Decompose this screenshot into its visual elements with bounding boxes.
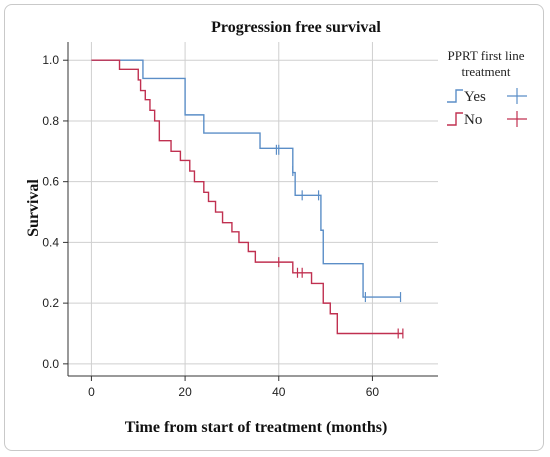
series-line-no — [91, 59, 403, 335]
legend-line-yes — [447, 89, 463, 103]
legend: PPRT first line treatment Yes No — [447, 48, 527, 128]
legend-label-yes: Yes — [464, 89, 486, 105]
x-tick-label: 20 — [178, 385, 192, 399]
y-tick-label: 0.8 — [42, 114, 59, 128]
legend-label-no: No — [464, 112, 482, 128]
legend-title-line-2: treatment — [461, 64, 510, 79]
x-tick-label: 60 — [366, 385, 380, 399]
series-layer — [91, 59, 404, 339]
y-axis-title: Survival — [25, 179, 42, 237]
axes — [63, 42, 438, 381]
y-tick-label: 0.4 — [42, 235, 59, 249]
x-tick-label: 0 — [88, 385, 95, 399]
x-tick-label: 40 — [272, 385, 286, 399]
x-axis-title: Time from start of treatment (months) — [125, 419, 388, 436]
tick-labels: 0.0 0.2 0.4 0.6 0.8 1.0 0 20 40 60 — [42, 53, 379, 399]
legend-line-no — [447, 112, 463, 126]
grid — [68, 42, 438, 376]
legend-title-line-1: PPRT first line — [448, 48, 525, 63]
y-tick-label: 1.0 — [42, 53, 59, 67]
series-line-yes — [91, 59, 401, 298]
chart-title: Progression free survival — [211, 19, 381, 36]
y-tick-label: 0.2 — [42, 296, 59, 310]
y-tick-label: 0.6 — [42, 175, 59, 189]
y-tick-label: 0.0 — [42, 357, 59, 371]
